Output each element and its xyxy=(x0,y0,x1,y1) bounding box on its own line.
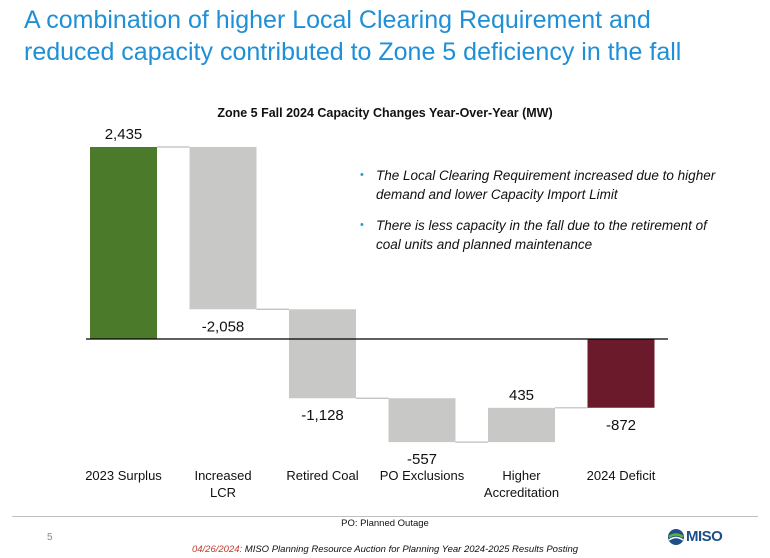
bullet-text: The Local Clearing Requirement increased… xyxy=(376,168,716,202)
bullet-dot-icon: • xyxy=(360,169,364,181)
chart-title: Zone 5 Fall 2024 Capacity Changes Year-O… xyxy=(217,106,553,120)
category-label-4: Accreditation xyxy=(484,485,559,500)
data-label-3: -557 xyxy=(407,451,437,468)
bullet-text: There is less capacity in the fall due t… xyxy=(376,218,707,252)
data-label-2: -1,128 xyxy=(301,407,344,424)
data-label-1: -2,058 xyxy=(202,318,245,335)
category-label-1: LCR xyxy=(210,485,236,500)
category-label-3: PO Exclusions xyxy=(380,468,465,483)
waterfall-chart: 2,435 -2,058 -1,128 -557 435 -872 2023 Surplus… xyxy=(85,126,668,500)
source-text: MISO Planning Resource Auction for Plann… xyxy=(242,544,579,555)
bullet-item: • The Local Clearing Requirement increas… xyxy=(360,166,720,204)
footnote: PO: Planned Outage xyxy=(341,518,429,529)
bar-4 xyxy=(488,407,555,443)
slide-title-line-1: A combination of higher Local Clearing R… xyxy=(24,6,651,34)
category-label-0: 2023 Surplus xyxy=(85,468,162,483)
category-label-5: 2024 Deficit xyxy=(587,468,656,483)
category-label-1: Increased xyxy=(194,468,251,483)
miso-logo: MISO xyxy=(666,526,736,548)
bar-2 xyxy=(289,309,356,399)
miso-logo-icon xyxy=(668,529,684,545)
miso-logo-text: MISO xyxy=(686,528,723,545)
source-date: 04/26/2024: xyxy=(191,544,243,555)
slide-title-line-2: reduced capacity contributed to Zone 5 d… xyxy=(24,38,682,66)
bullet-item: • There is less capacity in the fall due… xyxy=(360,216,720,254)
bar-0 xyxy=(90,147,157,339)
category-label-4: Higher xyxy=(502,468,541,483)
page-number: 5 xyxy=(47,532,53,543)
bar-5 xyxy=(587,339,655,408)
data-label-4: 435 xyxy=(509,387,534,404)
bar-3 xyxy=(388,398,456,443)
footer-divider xyxy=(12,516,758,517)
bullet-list: • The Local Clearing Requirement increas… xyxy=(360,166,720,266)
bar-1 xyxy=(189,147,257,310)
source-citation: 04/26/2024: MISO Planning Resource Aucti… xyxy=(0,544,770,555)
data-label-0: 2,435 xyxy=(105,126,143,143)
category-label-2: Retired Coal xyxy=(286,468,358,483)
slide-title: A combination of higher Local Clearing R… xyxy=(24,4,754,68)
bullet-dot-icon: • xyxy=(360,219,364,231)
data-label-5: -872 xyxy=(606,417,636,434)
